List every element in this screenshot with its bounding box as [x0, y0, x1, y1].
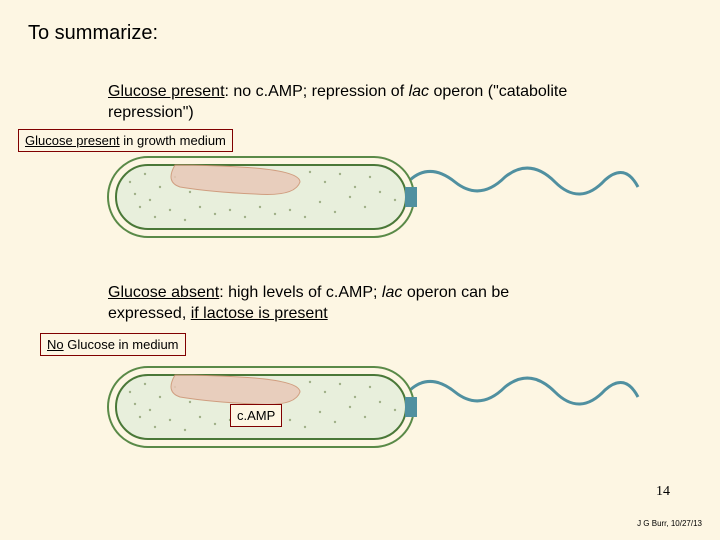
box3-text: c.AMP: [237, 408, 275, 423]
box-camp: c.AMP: [230, 404, 282, 427]
title: To summarize:: [28, 22, 158, 45]
point1-text-a: : no c.AMP; repression of: [225, 83, 409, 100]
box1-rest: in growth medium: [120, 133, 226, 148]
box-glucose-present: Glucose present in growth medium: [18, 129, 233, 152]
box2-underline: No: [47, 337, 64, 352]
page-number: 14: [656, 484, 670, 500]
point2-text-a: : high levels of c.AMP;: [219, 284, 382, 301]
flagellum: [410, 378, 638, 404]
box2-rest: Glucose in medium: [64, 337, 179, 352]
point1: Glucose present: no c.AMP; repression of…: [108, 82, 578, 124]
point1-italic: lac: [409, 83, 429, 100]
box-no-glucose: No Glucose in medium: [40, 333, 186, 356]
flagellum: [410, 168, 638, 194]
cell-diagram-1: [100, 152, 640, 242]
flagellum-base: [405, 397, 417, 417]
flagellum-base: [405, 187, 417, 207]
point2-underline: Glucose absent: [108, 284, 219, 301]
point2: Glucose absent: high levels of c.AMP; la…: [108, 283, 578, 325]
cell-diagram-2: [100, 362, 640, 452]
point2-italic: lac: [382, 284, 402, 301]
point1-underline: Glucose present: [108, 83, 225, 100]
box1-underline: Glucose present: [25, 133, 120, 148]
point2-underline2: if lactose is present: [191, 305, 328, 322]
footer-credit: J G Burr, 10/27/13: [637, 519, 702, 528]
